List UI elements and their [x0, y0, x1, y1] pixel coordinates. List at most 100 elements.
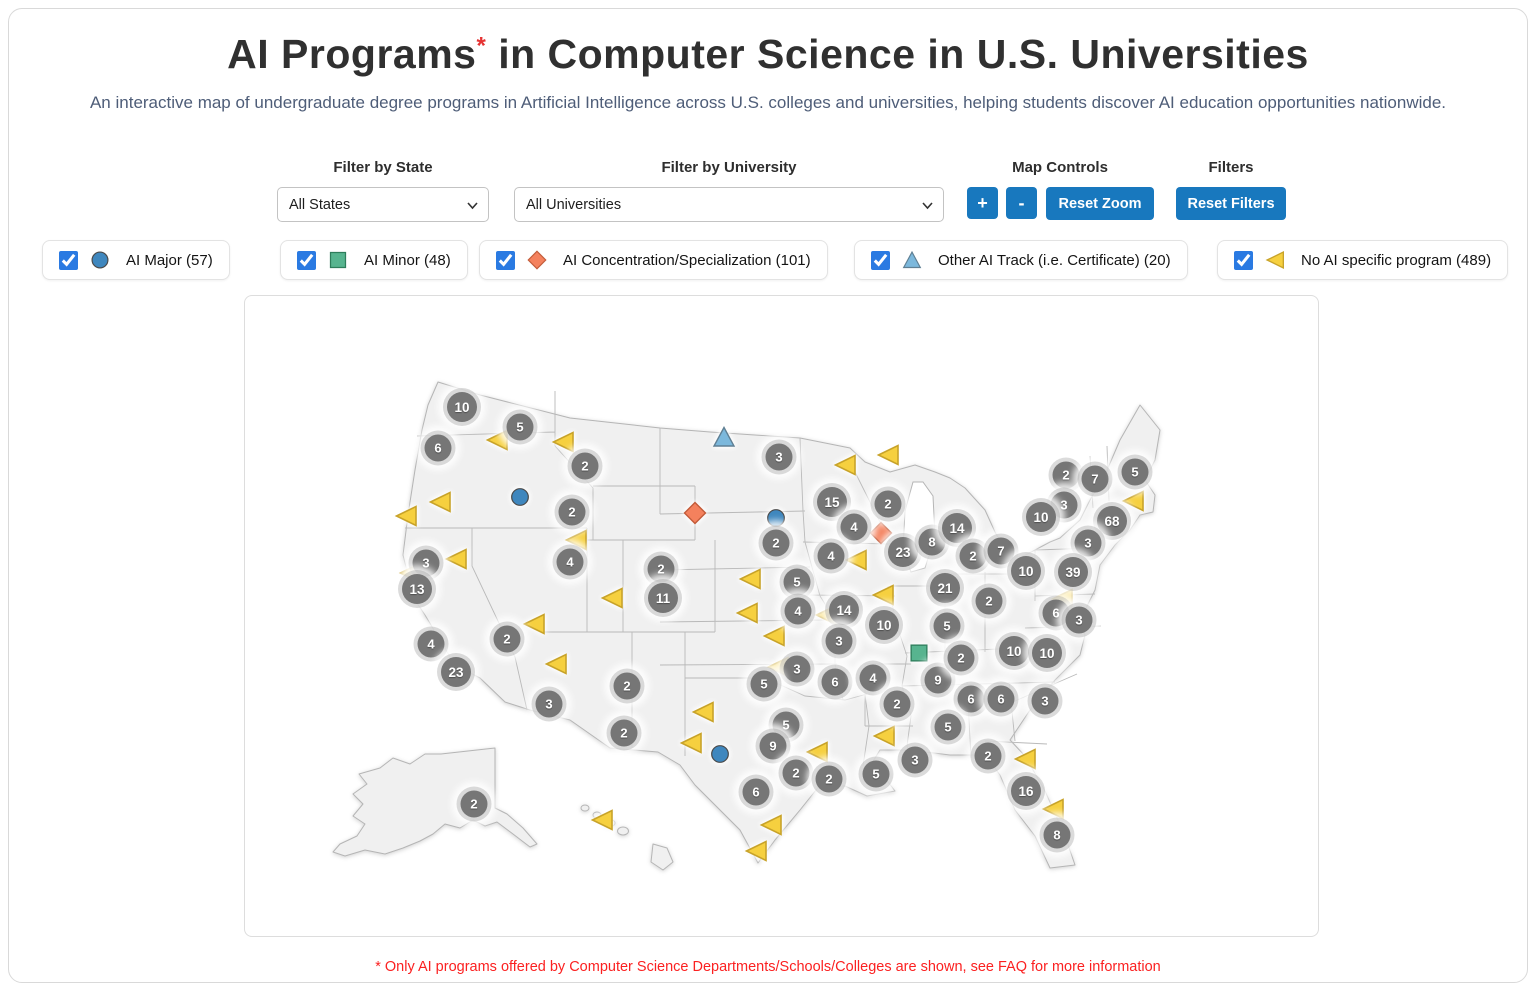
map-marker-none[interactable] [805, 740, 829, 764]
map-marker-none[interactable] [762, 624, 786, 648]
map-marker-none[interactable] [744, 839, 768, 863]
map-cluster-marker[interactable]: 2 [1052, 461, 1080, 489]
legend-checkbox-concentration[interactable] [496, 250, 515, 270]
map-cluster-marker[interactable]: 13 [402, 574, 432, 604]
map-cluster-marker[interactable]: 2 [947, 644, 975, 672]
map-cluster-marker[interactable]: 5 [1121, 458, 1149, 486]
map-cluster-marker[interactable]: 23 [441, 657, 471, 687]
map-cluster-marker[interactable]: 2 [874, 490, 902, 518]
map-cluster-marker[interactable]: 15 [817, 487, 847, 517]
map-cluster-marker[interactable]: 2 [571, 452, 599, 480]
map-cluster-marker[interactable]: 8 [918, 528, 946, 556]
legend-item-none[interactable]: No AI specific program (489) [1217, 240, 1509, 280]
map-cluster-marker[interactable]: 5 [506, 413, 534, 441]
map-marker-none[interactable] [844, 548, 868, 572]
map-marker-none[interactable] [691, 700, 715, 724]
map-cluster-marker[interactable]: 10 [447, 392, 477, 422]
map-cluster-marker[interactable]: 39 [1058, 557, 1088, 587]
map-marker-none[interactable] [590, 808, 614, 832]
map-marker-concentration[interactable] [869, 521, 893, 545]
reset-filters-button[interactable]: Reset Filters [1176, 187, 1286, 220]
map-cluster-marker[interactable]: 3 [825, 627, 853, 655]
map-cluster-marker[interactable]: 2 [647, 555, 675, 583]
map-cluster-marker[interactable]: 2 [613, 672, 641, 700]
map-marker-none[interactable] [876, 443, 900, 467]
map-cluster-marker[interactable]: 6 [742, 778, 770, 806]
map-cluster-marker[interactable]: 4 [859, 664, 887, 692]
map-cluster-marker[interactable]: 4 [556, 548, 584, 576]
map-marker-none[interactable] [564, 528, 588, 552]
map-cluster-marker[interactable]: 2 [815, 765, 843, 793]
map-cluster-marker[interactable]: 68 [1097, 506, 1127, 536]
map-cluster-marker[interactable]: 2 [493, 625, 521, 653]
map-cluster-marker[interactable]: 6 [957, 685, 985, 713]
map-cluster-marker[interactable]: 4 [784, 597, 812, 625]
legend-item-concentration[interactable]: AI Concentration/Specialization (101) [479, 240, 828, 280]
map-cluster-marker[interactable]: 10 [1011, 556, 1041, 586]
university-filter-select[interactable]: All Universities [514, 187, 944, 222]
map-marker-concentration[interactable] [683, 501, 707, 525]
map-cluster-marker[interactable]: 4 [417, 630, 445, 658]
map-cluster-marker[interactable]: 2 [558, 498, 586, 526]
map-cluster-marker[interactable]: 10 [869, 610, 899, 640]
map-cluster-marker[interactable]: 3 [1065, 606, 1093, 634]
map-cluster-marker[interactable]: 3 [535, 690, 563, 718]
map-cluster-marker[interactable]: 6 [424, 434, 452, 462]
map-marker-major[interactable] [510, 487, 531, 508]
map-cluster-marker[interactable]: 11 [648, 583, 678, 613]
map-marker-none[interactable] [738, 567, 762, 591]
legend-checkbox-track[interactable] [871, 250, 890, 270]
map-marker-none[interactable] [872, 724, 896, 748]
map-marker-none[interactable] [735, 601, 759, 625]
map-marker-none[interactable] [551, 430, 575, 454]
map-cluster-marker[interactable]: 8 [1043, 821, 1071, 849]
map-cluster-marker[interactable]: 7 [1081, 465, 1109, 493]
map-cluster-marker[interactable]: 5 [934, 713, 962, 741]
legend-checkbox-major[interactable] [59, 250, 78, 270]
zoom-out-button[interactable]: - [1006, 187, 1037, 219]
map-cluster-marker[interactable]: 9 [759, 732, 787, 760]
map-cluster-marker[interactable]: 21 [930, 573, 960, 603]
map-cluster-marker[interactable]: 5 [862, 760, 890, 788]
map-cluster-marker[interactable]: 7 [987, 537, 1015, 565]
map-cluster-marker[interactable]: 3 [412, 549, 440, 577]
map-cluster-marker[interactable]: 10 [1032, 638, 1062, 668]
map-cluster-marker[interactable]: 14 [829, 595, 859, 625]
map-cluster-marker[interactable]: 10 [999, 636, 1029, 666]
map-cluster-marker[interactable]: 6 [1042, 599, 1070, 627]
map-cluster-marker[interactable]: 9 [924, 666, 952, 694]
map-cluster-marker[interactable]: 5 [783, 568, 811, 596]
map-cluster-marker[interactable]: 5 [750, 670, 778, 698]
zoom-in-button[interactable]: + [967, 187, 998, 219]
map-cluster-marker[interactable]: 2 [975, 587, 1003, 615]
map-cluster-marker[interactable]: 2 [610, 719, 638, 747]
map-cluster-marker[interactable]: 16 [1011, 776, 1041, 806]
map-marker-none[interactable] [522, 612, 546, 636]
map-cluster-marker[interactable]: 3 [783, 655, 811, 683]
map-marker-none[interactable] [1013, 747, 1037, 771]
map-cluster-marker[interactable]: 5 [933, 612, 961, 640]
map-cluster-marker[interactable]: 6 [821, 668, 849, 696]
map-marker-none[interactable] [444, 547, 468, 571]
map-marker-track[interactable] [712, 425, 736, 449]
map-cluster-marker[interactable]: 2 [883, 690, 911, 718]
map-cluster-marker[interactable]: 23 [888, 537, 918, 567]
map-marker-major[interactable] [766, 508, 787, 529]
map-marker-none[interactable] [679, 731, 703, 755]
map-cluster-marker[interactable]: 3 [1074, 529, 1102, 557]
legend-item-track[interactable]: Other AI Track (i.e. Certificate) (20) [854, 240, 1188, 280]
us-map-panel[interactable]: 10 5 6 2 2 3 15 2 4 2 23 8 14 2 7 4 2 7 5 3 10 68 3 39 10 2 5 4 3 13 1… [244, 295, 1319, 937]
map-marker-none[interactable] [600, 586, 624, 610]
map-cluster-marker[interactable]: 10 [1026, 502, 1056, 532]
map-cluster-marker[interactable]: 2 [460, 790, 488, 818]
map-cluster-marker[interactable]: 6 [987, 685, 1015, 713]
map-cluster-marker[interactable]: 3 [765, 443, 793, 471]
map-marker-none[interactable] [394, 504, 418, 528]
legend-item-minor[interactable]: AI Minor (48) [280, 240, 468, 280]
map-cluster-marker[interactable]: 2 [959, 542, 987, 570]
map-cluster-marker[interactable]: 2 [762, 529, 790, 557]
legend-checkbox-minor[interactable] [297, 250, 316, 270]
map-marker-none[interactable] [871, 583, 895, 607]
map-marker-none[interactable] [544, 652, 568, 676]
map-cluster-marker[interactable]: 4 [817, 542, 845, 570]
